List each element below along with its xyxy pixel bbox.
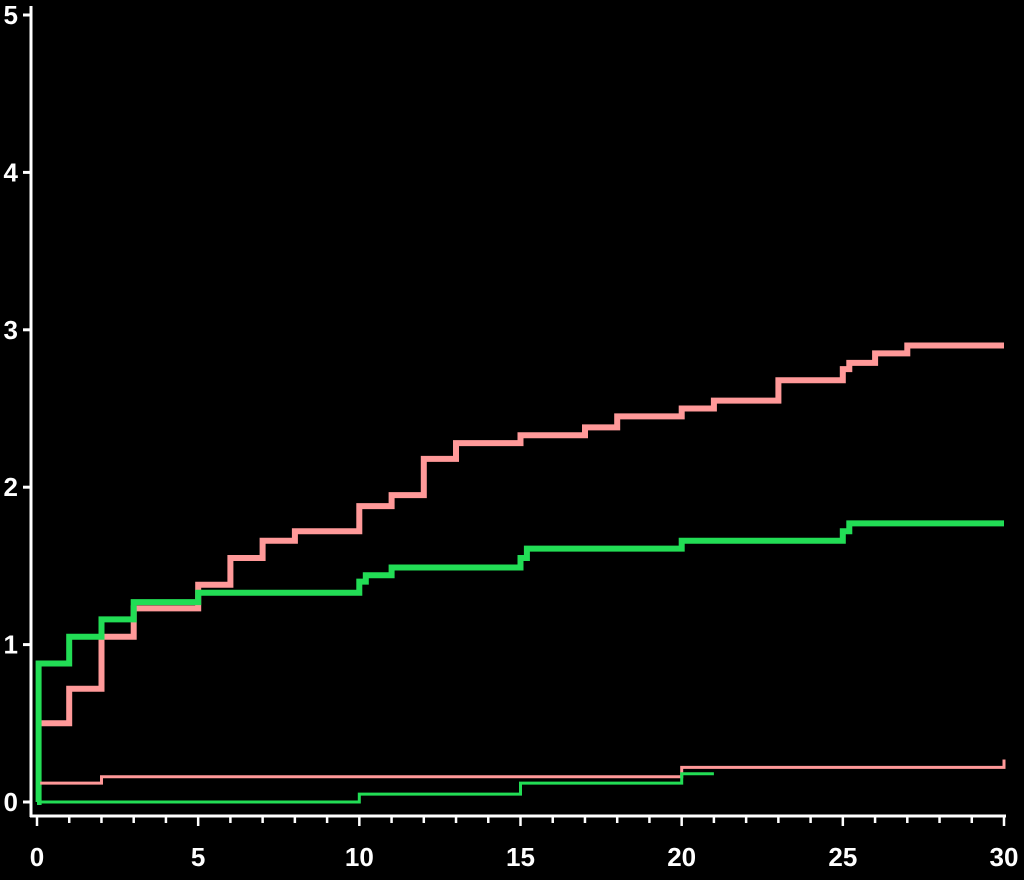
- x-tick-label: 0: [30, 842, 44, 872]
- axes: 0 1 2 3 4 5 0 5 10 15 20 25 30: [4, 0, 1019, 872]
- y-tick-label: 3: [4, 315, 18, 345]
- series-line-4: [40, 772, 714, 804]
- x-tick-label: 25: [828, 842, 857, 872]
- y-tick-label: 1: [4, 630, 18, 660]
- x-tick-label: 20: [667, 842, 696, 872]
- y-tick-label: 4: [4, 157, 19, 187]
- series-group: [35, 342, 1006, 805]
- y-tick-label: 2: [4, 472, 18, 502]
- series-line-1: [37, 342, 1004, 727]
- series-line-2: [35, 520, 1004, 805]
- series-line-3: [40, 759, 1006, 785]
- x-tick-label: 10: [345, 842, 374, 872]
- x-tick-label: 15: [506, 842, 535, 872]
- x-tick-label: 5: [191, 842, 205, 872]
- y-tick-label: 5: [4, 0, 18, 30]
- x-tick-label: 30: [990, 842, 1019, 872]
- y-tick-label: 0: [4, 787, 18, 817]
